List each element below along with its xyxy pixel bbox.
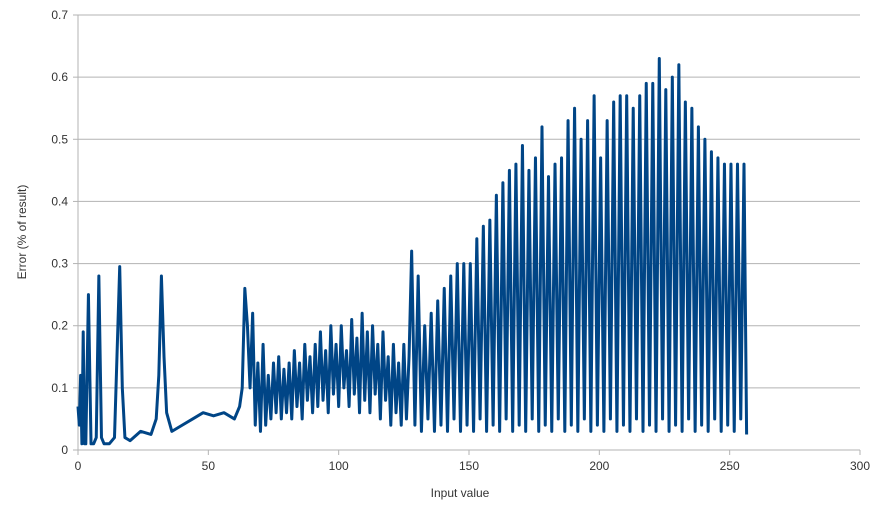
x-axis-label: Input value [431, 486, 490, 500]
x-tick-label: 50 [202, 459, 216, 473]
x-tick-label: 200 [589, 459, 609, 473]
x-tick-label: 250 [720, 459, 740, 473]
x-tick-label: 100 [329, 459, 349, 473]
y-tick-label: 0.2 [51, 319, 68, 333]
y-tick-label: 0 [61, 443, 68, 457]
y-tick-label: 0.3 [51, 257, 68, 271]
x-tick-label: 300 [850, 459, 870, 473]
data-line [76, 57, 749, 446]
y-tick-label: 0.5 [51, 132, 68, 146]
y-tick-label: 0.4 [51, 194, 68, 208]
y-tick-label: 0.1 [51, 381, 68, 395]
x-tick-label: 150 [459, 459, 479, 473]
y-tick-label: 0.6 [51, 70, 68, 84]
y-axis-label: Error (% of result) [15, 185, 29, 280]
y-tick-label: 0.7 [51, 8, 68, 22]
x-tick-label: 0 [75, 459, 82, 473]
